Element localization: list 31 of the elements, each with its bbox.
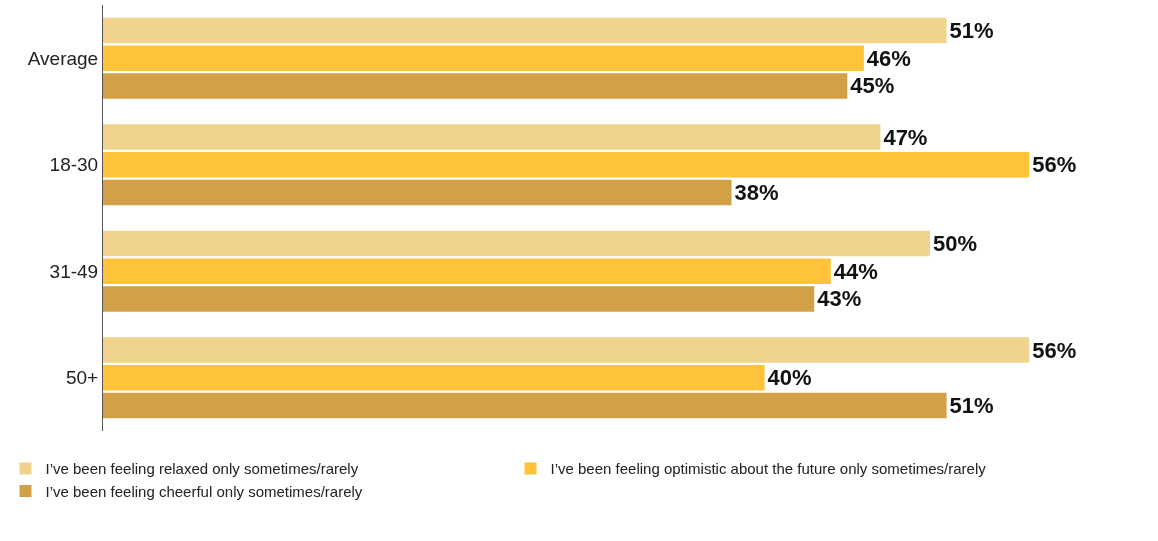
y-tick-label: Average <box>27 47 99 69</box>
data-label: 56% <box>1032 152 1077 178</box>
data-label: 44% <box>833 258 878 284</box>
bar <box>103 392 947 419</box>
bar <box>103 152 1030 178</box>
data-label: 43% <box>817 286 862 312</box>
bar <box>103 45 864 71</box>
data-label: 47% <box>883 124 928 150</box>
bar <box>103 179 732 206</box>
bar <box>103 258 831 284</box>
data-label: 40% <box>767 365 812 391</box>
data-label: 45% <box>850 73 895 99</box>
data-label: 46% <box>866 45 911 71</box>
legend-label: I’ve been feeling cheerful only sometimes/rarely <box>45 482 363 500</box>
legend-label: I’ve been feeling optimistic about the future only sometimes/rarely <box>550 460 987 478</box>
bar <box>103 73 848 99</box>
data-label: 51% <box>949 392 994 418</box>
data-label: 50% <box>933 231 978 257</box>
bar <box>103 124 881 150</box>
data-label: 56% <box>1032 337 1077 363</box>
bar <box>103 286 815 312</box>
bar <box>103 230 931 257</box>
bar <box>103 17 947 44</box>
bar <box>103 337 1030 363</box>
y-tick-label: 18-30 <box>49 154 99 176</box>
y-tick-label: 31-49 <box>49 260 99 282</box>
legend-label: I’ve been feeling relaxed only sometimes/rarely <box>45 460 359 478</box>
bar <box>103 365 765 391</box>
data-label: 51% <box>949 18 994 44</box>
y-tick-label: 50+ <box>65 367 99 389</box>
data-label: 38% <box>734 179 779 205</box>
